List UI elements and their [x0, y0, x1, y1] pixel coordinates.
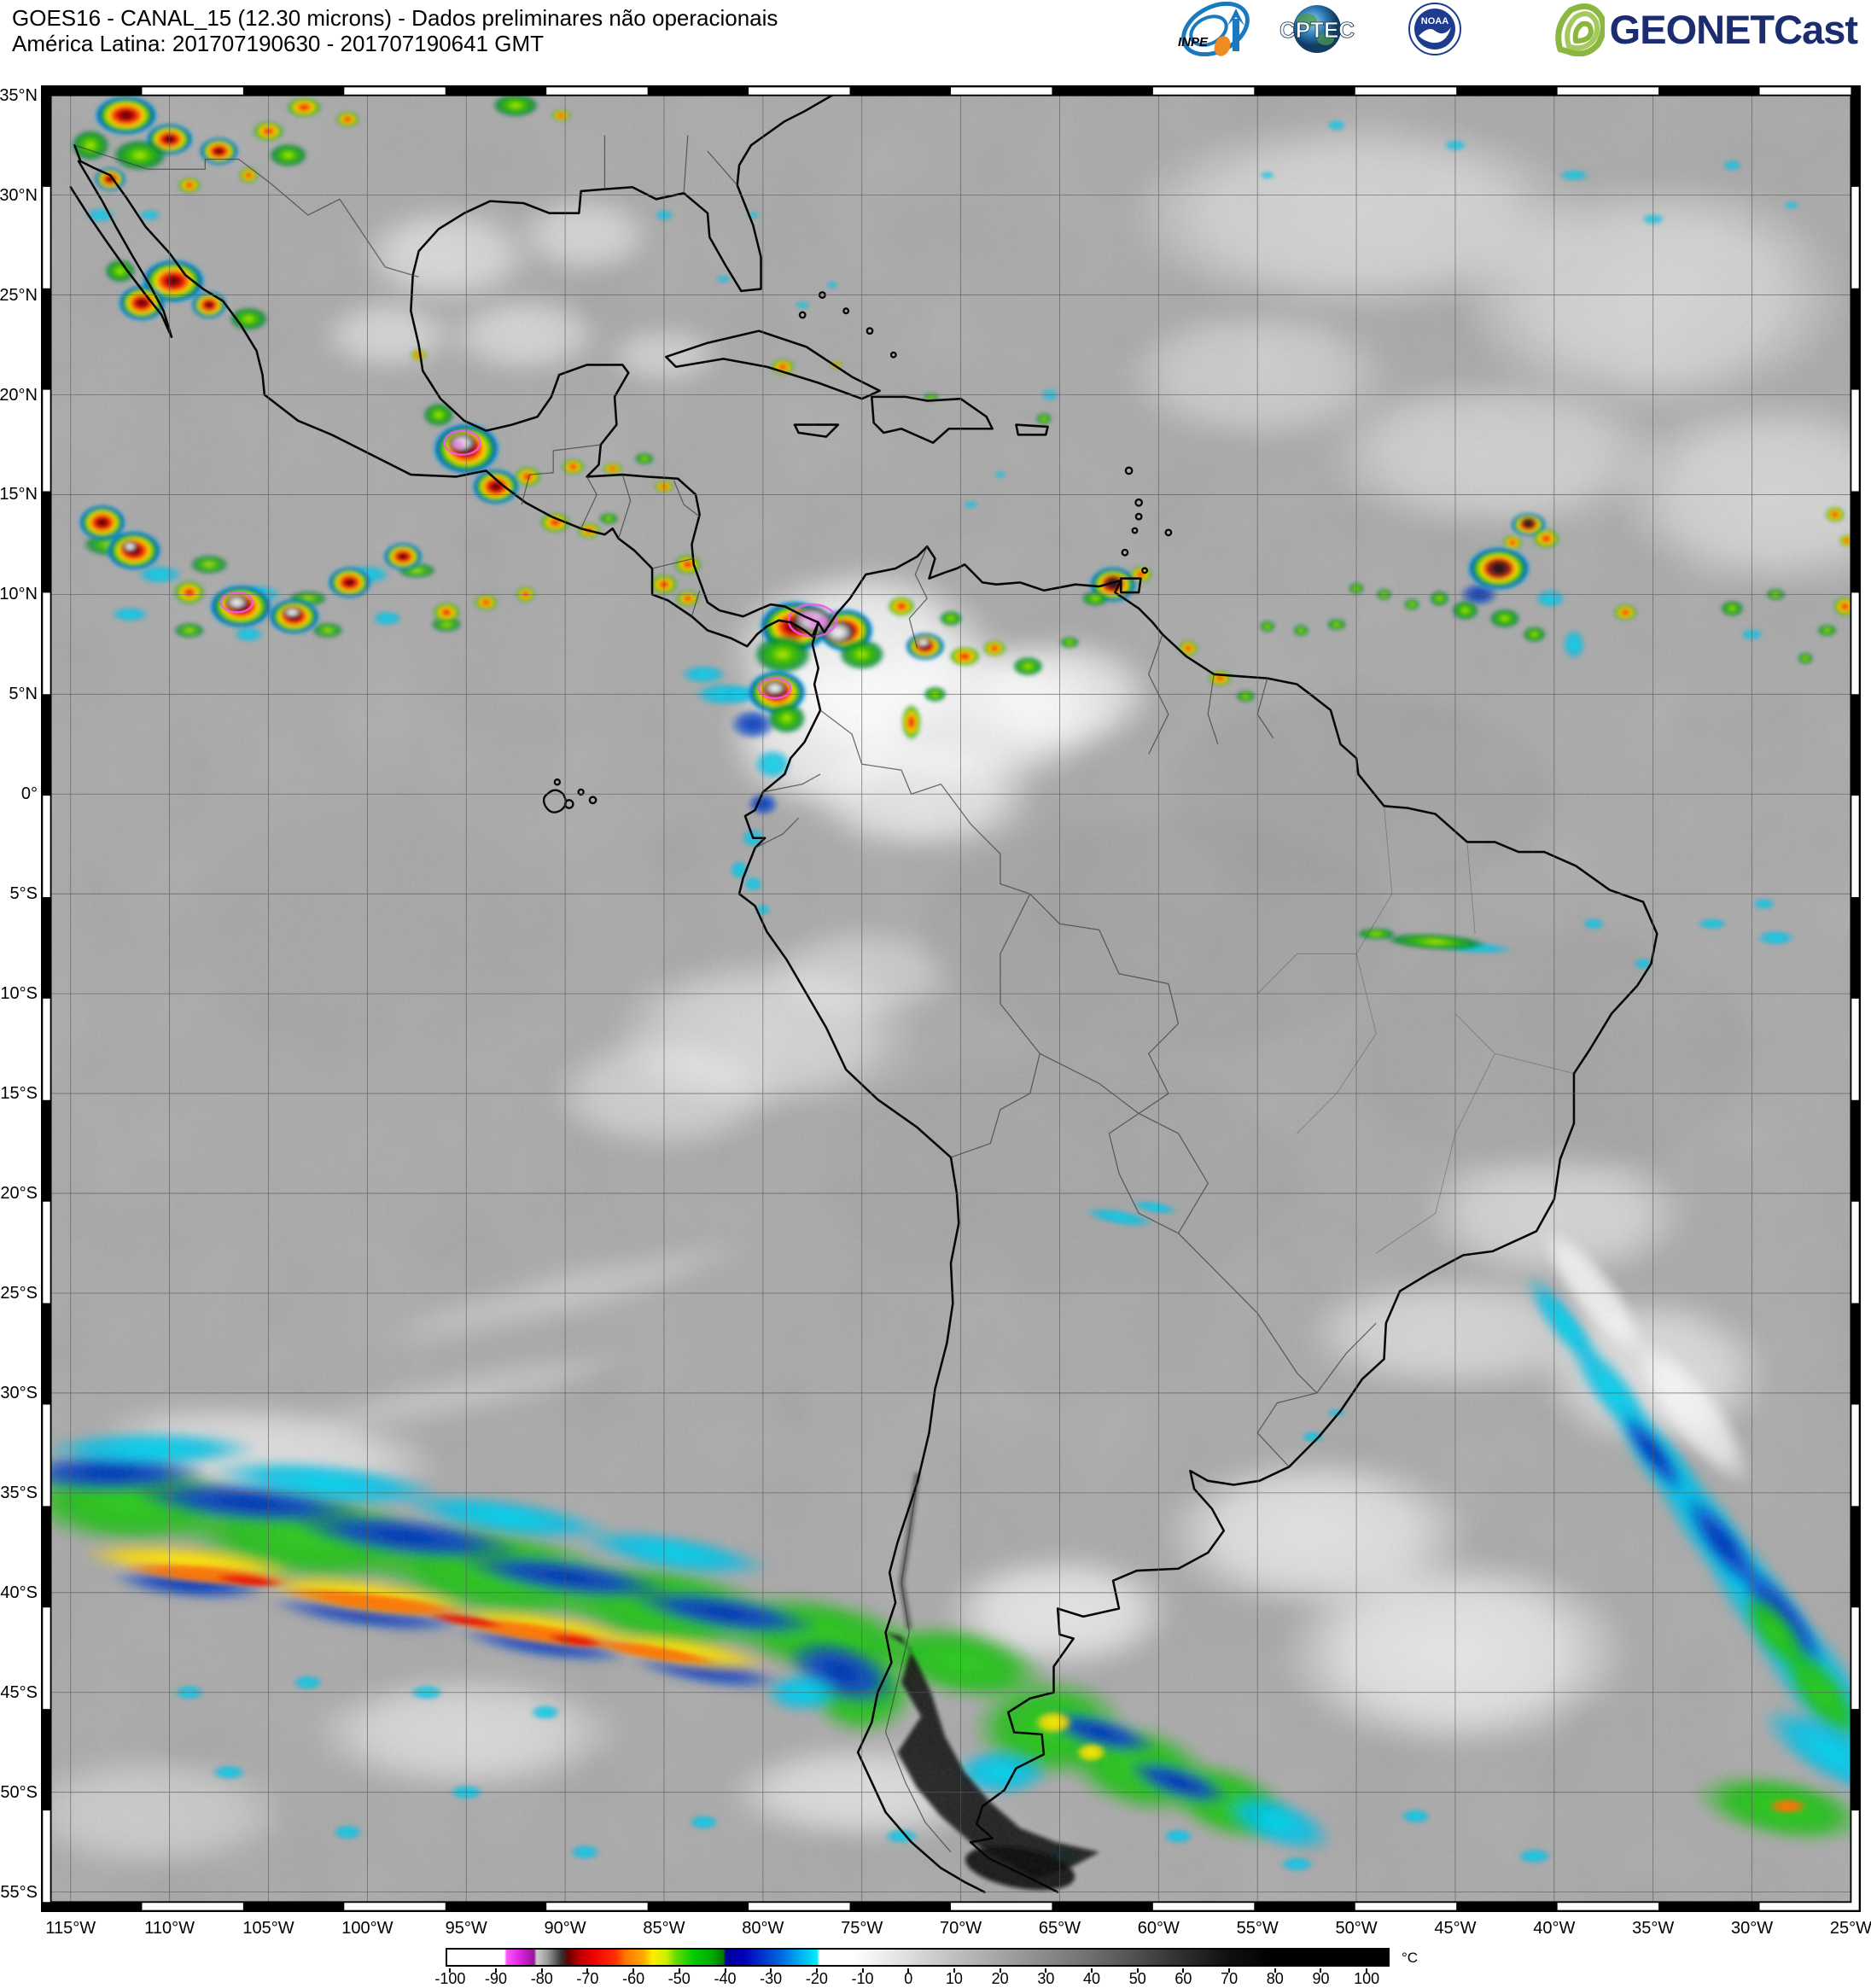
colorbar-tick-label: -50: [667, 1970, 691, 1987]
colorbar-tick-label: -80: [530, 1970, 553, 1987]
lon-tick-label: 40°W: [1533, 1919, 1576, 1938]
colorbar-tick-mark: [1228, 1968, 1231, 1973]
colorbar-tick-mark: [1320, 1968, 1322, 1973]
colorbar-tick-label: 40: [1083, 1970, 1101, 1987]
lat-tick-label: 15°N: [0, 485, 38, 504]
colorbar-tick-mark: [1182, 1968, 1185, 1973]
colorbar-tick-label: 80: [1266, 1970, 1284, 1987]
colorbar-tick-mark: [770, 1968, 772, 1973]
colorbar-tick-mark: [861, 1968, 864, 1973]
colorbar-tick-mark: [1366, 1968, 1368, 1973]
lat-tick-label: 0°: [20, 784, 38, 804]
colorbar-tick-label: -70: [576, 1970, 599, 1987]
title-line-2: América Latina: 201707190630 - 201707190…: [12, 31, 544, 56]
colorbar-tick-mark: [999, 1968, 1001, 1973]
colorbar-tick-mark: [1274, 1968, 1276, 1973]
lat-tick-label: 30°S: [0, 1383, 38, 1402]
colorbar-tick-label: 100: [1354, 1970, 1380, 1987]
colorbar-tick-mark: [1136, 1968, 1139, 1973]
colorbar-tick-mark: [953, 1968, 955, 1973]
colorbar-tick-label: -40: [714, 1970, 737, 1987]
lat-tick-label: 25°S: [0, 1283, 38, 1303]
colorbar-tick-label: -60: [622, 1970, 645, 1987]
lon-tick-label: 65°W: [1038, 1919, 1081, 1938]
colorbar-tick-label: -10: [851, 1970, 874, 1987]
colorbar-tick-mark: [632, 1968, 635, 1973]
lat-tick-label: 10°N: [0, 585, 38, 604]
lon-tick-label: 105°W: [242, 1919, 294, 1938]
colorbar-tick-label: -20: [805, 1970, 828, 1987]
geonetcast-logo: GEONETCast: [1552, 2, 1858, 56]
cptec-logo-text: CPTEC: [1279, 17, 1355, 43]
lat-tick-label: 35°S: [0, 1483, 38, 1502]
lon-tick-label: 75°W: [841, 1919, 883, 1938]
geonetcast-logo-text: GEONETCast: [1609, 6, 1858, 52]
lat-tick-label: 5°S: [9, 884, 38, 904]
lon-tick-label: 115°W: [45, 1919, 96, 1938]
colorbar-tick-label: 90: [1312, 1970, 1330, 1987]
lon-tick-label: 110°W: [144, 1919, 195, 1938]
colorbar-tick-mark: [586, 1968, 589, 1973]
lon-tick-label: 90°W: [544, 1919, 586, 1938]
colorbar-tick-mark: [495, 1968, 498, 1973]
lat-tick-label: 20°N: [0, 385, 38, 405]
colorbar-tick-label: -30: [760, 1970, 783, 1987]
colorbar-tick-mark: [449, 1968, 452, 1973]
lon-tick-label: 35°W: [1632, 1919, 1675, 1938]
lat-tick-label: 15°S: [0, 1084, 38, 1104]
lon-tick-label: 30°W: [1730, 1919, 1774, 1938]
colorbar-tick-mark: [907, 1968, 910, 1973]
colorbar-tick-mark: [540, 1968, 543, 1973]
colorbar-tick-mark: [1091, 1968, 1093, 1973]
colorbar-tick-mark: [815, 1968, 818, 1973]
geonetcast-rings-icon: [1554, 3, 1605, 56]
lat-tick-label: 30°N: [0, 185, 38, 205]
colorbar-tick-label: 30: [1037, 1970, 1055, 1987]
lon-tick-label: 95°W: [445, 1919, 487, 1938]
lon-tick-label: 85°W: [643, 1919, 685, 1938]
lon-tick-label: 50°W: [1335, 1919, 1378, 1938]
noaa-logo-text: NOAA: [1421, 16, 1448, 26]
colorbar-tick-label: 60: [1174, 1970, 1192, 1987]
header: GOES16 - CANAL_15 (12.30 microns) - Dado…: [12, 5, 778, 56]
lat-tick-label: 25°N: [0, 285, 38, 305]
lat-tick-label: 20°S: [0, 1184, 38, 1204]
satellite-map: [41, 85, 1861, 1912]
lon-tick-label: 100°W: [341, 1919, 393, 1938]
colorbar-tick-mark: [678, 1968, 680, 1973]
colorbar-tick-mark: [724, 1968, 726, 1973]
temperature-colorbar: [446, 1948, 1390, 1967]
colorbar-tick-label: -90: [485, 1970, 508, 1987]
noaa-logo: NOAA: [1407, 2, 1463, 61]
lat-tick-label: 35°N: [0, 85, 38, 105]
inpe-logo-text: INPE: [1178, 35, 1209, 50]
lon-tick-label: 45°W: [1434, 1919, 1477, 1938]
colorbar-tick-label: 50: [1128, 1970, 1146, 1987]
lon-tick-label: 60°W: [1137, 1919, 1180, 1938]
colorbar-tick-label: 70: [1221, 1970, 1239, 1987]
title-line-1: GOES16 - CANAL_15 (12.30 microns) - Dado…: [12, 5, 778, 31]
satellite-image-canvas: [41, 85, 1861, 1912]
lon-tick-label: 80°W: [742, 1919, 784, 1938]
colorbar-tick-label: 20: [991, 1970, 1009, 1987]
colorbar-tick-mark: [1045, 1968, 1047, 1973]
lat-tick-label: 40°S: [0, 1583, 38, 1602]
map-frame: [41, 85, 1861, 1912]
cptec-logo: CPTEC: [1269, 3, 1365, 59]
lat-tick-label: 5°N: [9, 685, 38, 704]
lon-tick-label: 70°W: [940, 1919, 982, 1938]
lon-tick-label: 55°W: [1236, 1919, 1279, 1938]
colorbar-tick-label: 0: [904, 1970, 913, 1987]
inpe-logo: INPE: [1174, 1, 1267, 61]
lat-tick-label: 55°S: [0, 1882, 38, 1902]
lat-tick-label: 50°S: [0, 1782, 38, 1802]
lat-tick-label: 10°S: [0, 984, 38, 1004]
lon-tick-label: 25°W: [1829, 1919, 1871, 1938]
colorbar-tick-label: 10: [945, 1970, 963, 1987]
colorbar-tick-label: -100: [434, 1970, 466, 1987]
lat-tick-label: 45°S: [0, 1682, 38, 1702]
colorbar-unit-label: °C: [1402, 1950, 1419, 1966]
